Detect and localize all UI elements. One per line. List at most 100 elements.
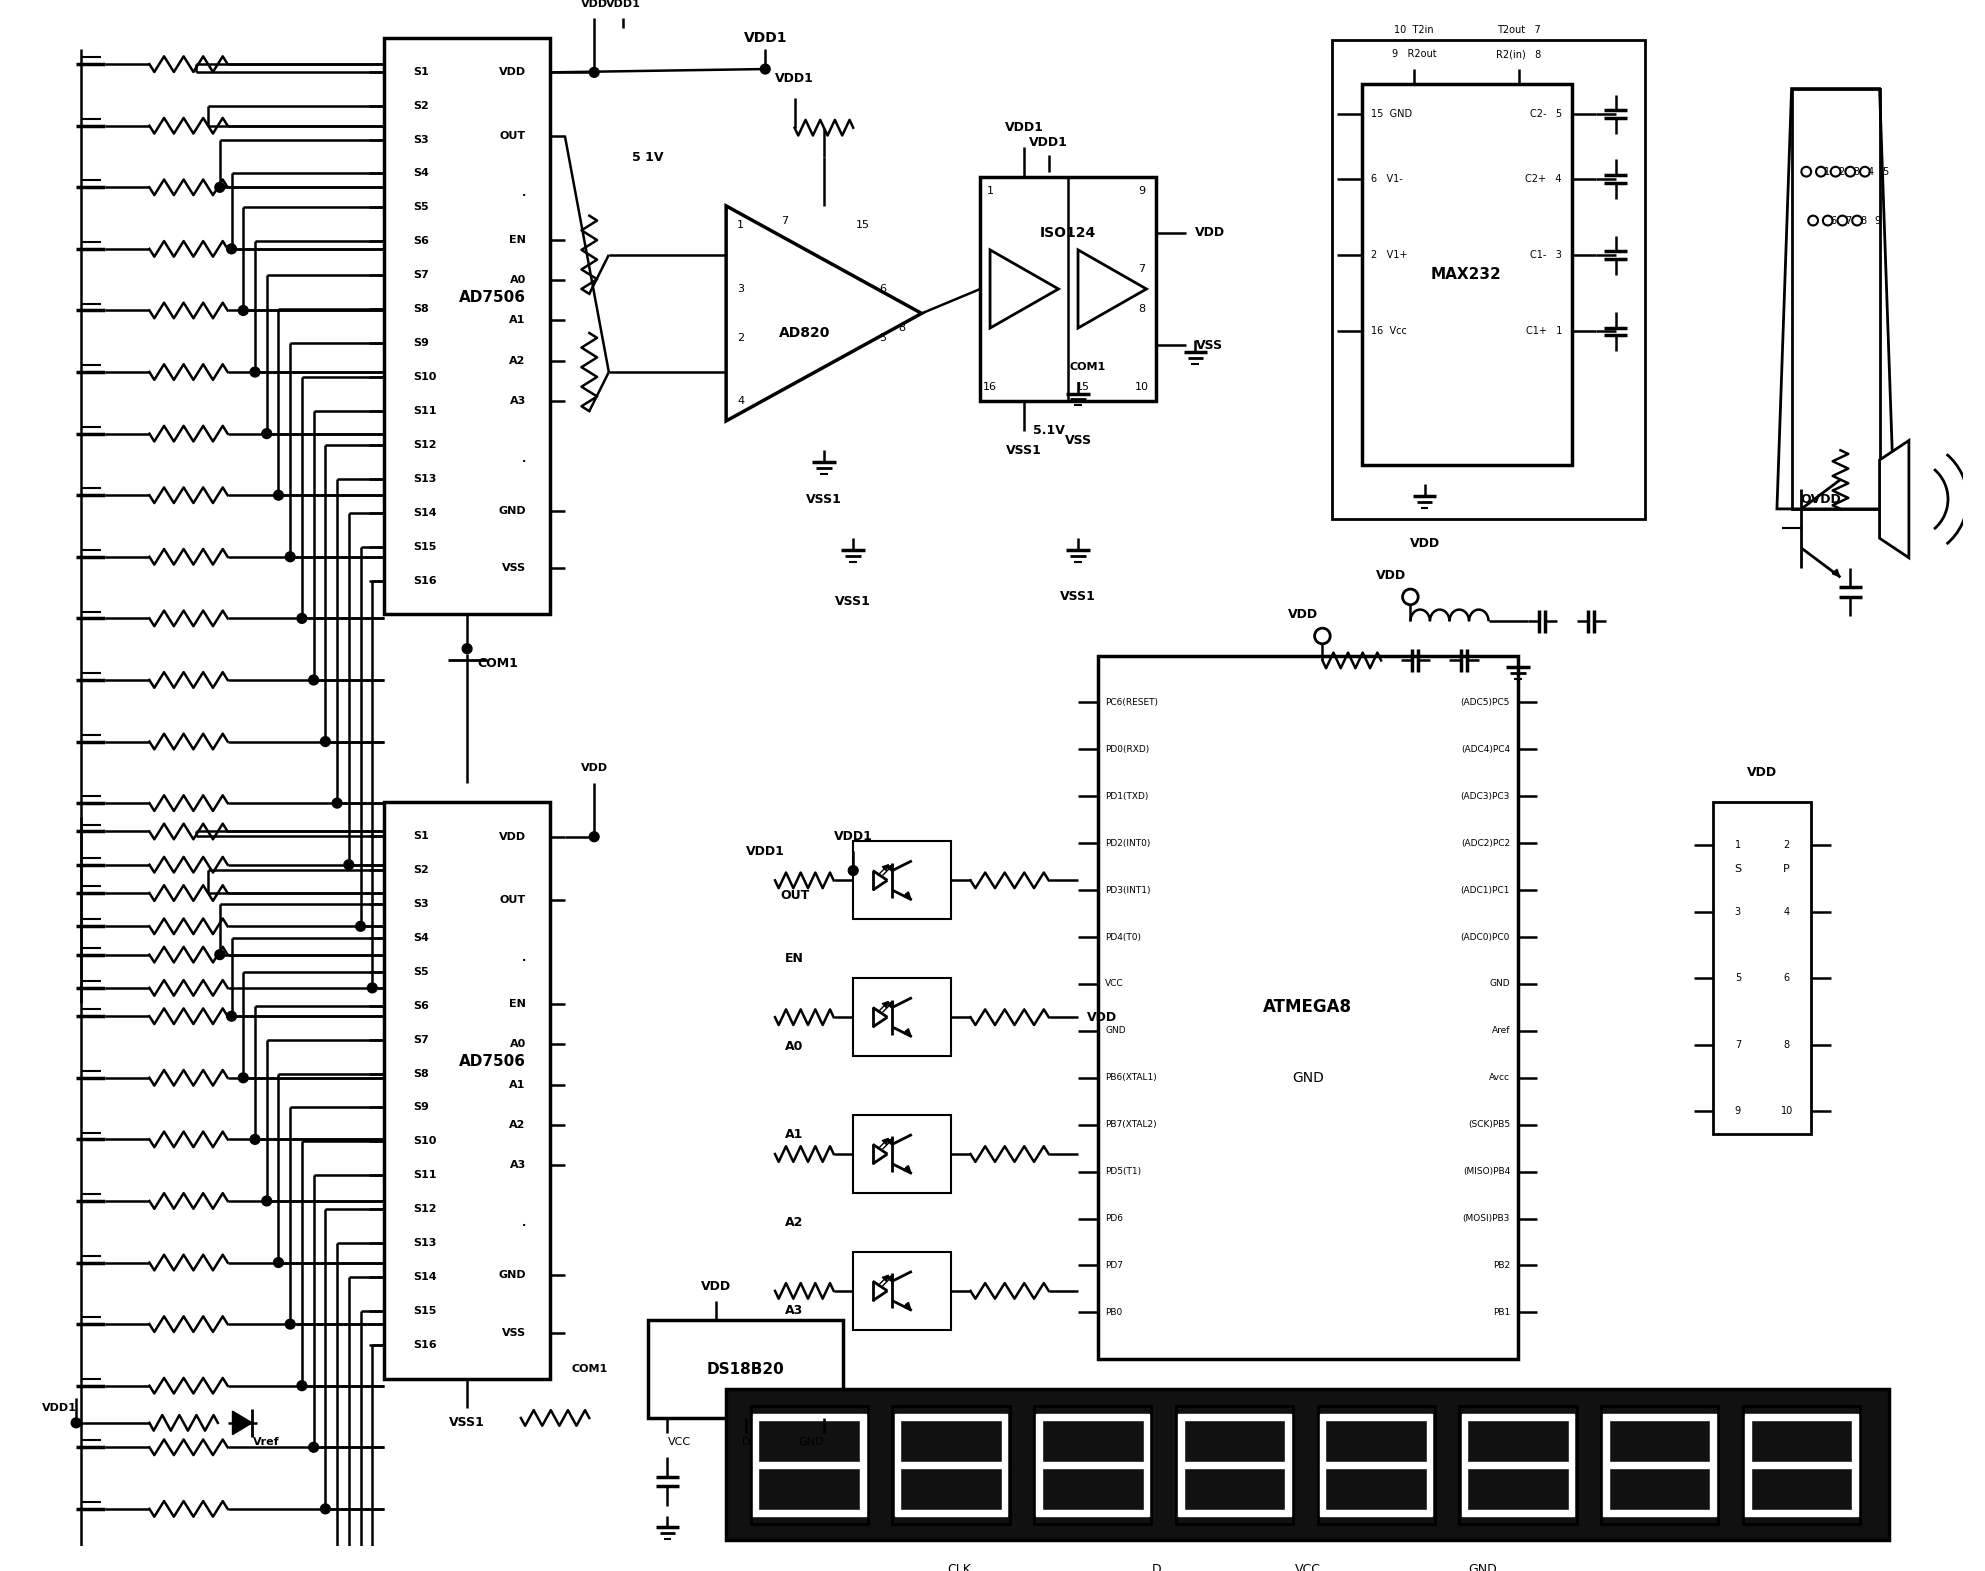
Text: EN: EN [508, 234, 526, 245]
Polygon shape [1002, 1464, 1006, 1516]
Polygon shape [1751, 1414, 1852, 1420]
Polygon shape [1467, 1463, 1568, 1467]
Text: S13: S13 [413, 474, 437, 484]
Bar [1034, 1406, 1151, 1524]
Text: S12: S12 [413, 440, 437, 449]
Circle shape [298, 614, 308, 624]
Polygon shape [1143, 1464, 1149, 1516]
Text: VDD1: VDD1 [774, 72, 814, 85]
Text: PD0(RXD): PD0(RXD) [1106, 745, 1149, 754]
Text: S9: S9 [413, 1103, 429, 1112]
Text: CLK: CLK [947, 1563, 971, 1571]
Polygon shape [758, 1414, 860, 1420]
Circle shape [250, 368, 260, 377]
Bar [1713, 803, 1810, 1134]
Text: S12: S12 [413, 1205, 437, 1214]
Polygon shape [1852, 1414, 1858, 1464]
Text: S1: S1 [413, 831, 429, 840]
Circle shape [320, 737, 330, 746]
Text: 1: 1 [987, 187, 994, 196]
Circle shape [71, 1419, 81, 1428]
Text: VDD: VDD [580, 764, 607, 773]
Text: VDD1: VDD1 [1030, 135, 1068, 149]
Text: S15: S15 [413, 542, 437, 551]
Bar [1459, 1406, 1576, 1524]
Text: S14: S14 [413, 1273, 437, 1282]
Text: S7: S7 [413, 270, 429, 280]
Polygon shape [1326, 1463, 1427, 1467]
Text: EN: EN [786, 952, 804, 965]
Text: MAX232: MAX232 [1431, 267, 1501, 281]
Polygon shape [1467, 1414, 1568, 1420]
Text: A2: A2 [786, 1216, 804, 1229]
Polygon shape [1326, 1414, 1427, 1420]
Text: 3: 3 [736, 284, 744, 294]
Text: VSS1: VSS1 [1006, 443, 1042, 457]
Text: EN: EN [508, 999, 526, 1009]
Text: S3: S3 [413, 135, 429, 145]
Text: 15: 15 [856, 220, 869, 231]
Polygon shape [1042, 1463, 1143, 1467]
Text: (SCK)PB5: (SCK)PB5 [1469, 1120, 1511, 1130]
Bar [383, 38, 550, 614]
Text: S10: S10 [413, 1136, 437, 1147]
Text: GND: GND [1467, 1563, 1497, 1571]
Text: AD820: AD820 [778, 325, 830, 339]
Text: VDD: VDD [1409, 537, 1439, 550]
Circle shape [286, 1320, 296, 1329]
Text: 8: 8 [1860, 215, 1866, 226]
Polygon shape [1604, 1464, 1608, 1516]
Text: VDD1: VDD1 [746, 845, 784, 858]
Text: 3: 3 [1854, 167, 1860, 176]
Circle shape [343, 859, 353, 870]
Text: AD7506: AD7506 [459, 289, 526, 305]
Bar [1792, 88, 1880, 509]
Polygon shape [1320, 1464, 1326, 1516]
Polygon shape [899, 1463, 1002, 1467]
Bar [1362, 83, 1572, 465]
Polygon shape [1711, 1414, 1715, 1464]
Polygon shape [1568, 1414, 1574, 1464]
Text: VDD: VDD [498, 831, 526, 842]
Polygon shape [1427, 1464, 1433, 1516]
Text: 1: 1 [736, 220, 744, 231]
Text: S2: S2 [413, 866, 429, 875]
Text: PB1: PB1 [1493, 1309, 1511, 1316]
Text: PD4(T0): PD4(T0) [1106, 933, 1141, 941]
Text: A3: A3 [510, 396, 526, 405]
Text: A2: A2 [510, 1120, 526, 1130]
Polygon shape [758, 1510, 860, 1516]
Text: VCC: VCC [667, 1437, 691, 1447]
Text: S16: S16 [413, 575, 437, 586]
Text: C1-   3: C1- 3 [1530, 250, 1562, 261]
Text: VDD1: VDD1 [42, 1403, 77, 1414]
Text: (MISO)PB4: (MISO)PB4 [1463, 1167, 1511, 1177]
Text: 4: 4 [736, 396, 744, 407]
Circle shape [463, 644, 472, 654]
Text: PD7: PD7 [1106, 1262, 1124, 1269]
Text: D: D [1151, 1563, 1161, 1571]
Text: 7: 7 [782, 215, 788, 226]
Polygon shape [1751, 1463, 1852, 1467]
Polygon shape [1711, 1464, 1715, 1516]
Text: 8: 8 [1137, 303, 1145, 314]
Text: 5.1V: 5.1V [1032, 424, 1064, 437]
Text: PD1(TXD): PD1(TXD) [1106, 792, 1149, 801]
Bar [383, 803, 550, 1379]
Text: A3: A3 [786, 1304, 804, 1316]
Text: VDD1: VDD1 [744, 31, 786, 44]
Circle shape [274, 490, 284, 500]
Text: (ADC0)PC0: (ADC0)PC0 [1461, 933, 1511, 941]
Text: 5: 5 [1882, 167, 1890, 176]
Polygon shape [1461, 1414, 1467, 1464]
Text: C2-   5: C2- 5 [1530, 110, 1562, 119]
Text: VDD: VDD [1288, 608, 1318, 621]
Text: 6: 6 [879, 284, 885, 294]
Polygon shape [1608, 1510, 1711, 1516]
Text: (MOSI)PB3: (MOSI)PB3 [1463, 1214, 1511, 1224]
Text: .: . [522, 954, 526, 963]
Text: 6: 6 [1785, 972, 1790, 983]
Text: (ADC5)PC5: (ADC5)PC5 [1461, 698, 1511, 707]
Text: PB2: PB2 [1493, 1262, 1511, 1269]
Polygon shape [1427, 1414, 1433, 1464]
